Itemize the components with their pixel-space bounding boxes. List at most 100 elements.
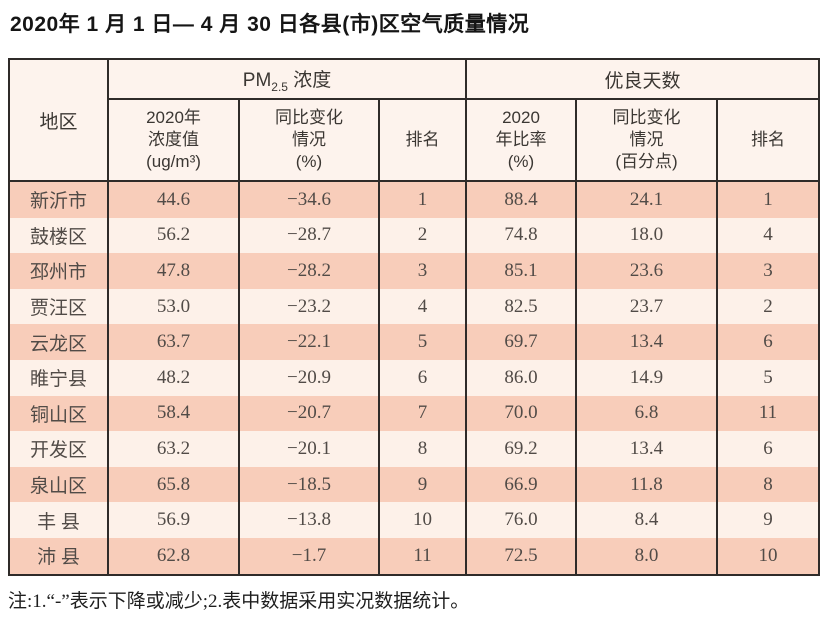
cell-days_rank: 2 <box>715 288 821 325</box>
cell-pm25_rank: 1 <box>378 181 467 218</box>
cell-pm25: 44.6 <box>107 181 240 218</box>
cell-pm25_rank: 3 <box>378 253 467 289</box>
col-header-pm-rank: 排名 <box>378 98 467 182</box>
table-row: 丰 县 56.9 −13.8 10 76.0 8.4 9 <box>8 502 821 538</box>
cell-region: 云龙区 <box>8 324 109 360</box>
cell-pm25_change: −28.7 <box>238 217 380 254</box>
cell-ratio: 70.0 <box>465 395 577 432</box>
cell-pm25_change: −22.1 <box>238 324 380 360</box>
cell-days_rank: 3 <box>715 253 821 289</box>
cell-region: 贾汪区 <box>8 288 109 325</box>
cell-ratio: 85.1 <box>465 253 577 289</box>
col-header-pm-change: 同比变化 情况 (%) <box>238 98 380 182</box>
cell-pm25_change: −18.5 <box>238 466 380 503</box>
cell-ratio: 82.5 <box>465 288 577 325</box>
cell-pm25: 48.2 <box>107 359 240 396</box>
cell-pm25_rank: 10 <box>378 502 467 538</box>
cell-pm25_change: −34.6 <box>238 181 380 218</box>
cell-pm25_change: −1.7 <box>238 537 380 575</box>
table-row: 贾汪区 53.0 −23.2 4 82.5 23.7 2 <box>8 288 821 325</box>
col-header-pm-value: 2020年 浓度值 (ug/m³) <box>107 98 240 182</box>
cell-days_rank: 11 <box>715 395 821 432</box>
pm25-label-subscript: 2.5 <box>271 79 288 94</box>
col-header-good-ratio: 2020 年比率 (%) <box>465 98 577 182</box>
cell-days_rank: 6 <box>715 431 821 467</box>
pm25-label-prefix: PM <box>242 69 272 91</box>
cell-ratio_change: 18.0 <box>575 217 718 254</box>
cell-pm25: 53.0 <box>107 288 240 325</box>
cell-pm25_change: −20.7 <box>238 395 380 432</box>
cell-days_rank: 1 <box>715 181 821 218</box>
table-header: 地区 PM2.5 浓度 优良天数 2020年 浓度值 (ug/m³) 同比变化 … <box>8 58 821 182</box>
cell-ratio_change: 14.9 <box>575 359 718 396</box>
cell-pm25_rank: 8 <box>378 431 467 467</box>
cell-pm25_rank: 9 <box>378 466 467 503</box>
cell-pm25_change: −23.2 <box>238 288 380 325</box>
air-quality-table: 地区 PM2.5 浓度 优良天数 2020年 浓度值 (ug/m³) 同比变化 … <box>8 58 821 576</box>
cell-days_rank: 4 <box>715 217 821 254</box>
footnote: 注:1.“-”表示下降或减少;2.表中数据采用实况数据统计。 <box>8 591 470 612</box>
cell-pm25_rank: 2 <box>378 217 467 254</box>
cell-ratio_change: 13.4 <box>575 324 718 360</box>
cell-ratio_change: 23.7 <box>575 288 718 325</box>
table-row: 泉山区 65.8 −18.5 9 66.9 11.8 8 <box>8 466 821 503</box>
table-row: 邳州市 47.8 −28.2 3 85.1 23.6 3 <box>8 253 821 289</box>
table-row: 睢宁县 48.2 −20.9 6 86.0 14.9 5 <box>8 359 821 396</box>
cell-region: 丰 县 <box>8 502 109 538</box>
cell-pm25_rank: 11 <box>378 537 467 575</box>
cell-ratio_change: 8.0 <box>575 537 718 575</box>
cell-ratio: 72.5 <box>465 537 577 575</box>
cell-pm25: 65.8 <box>107 466 240 503</box>
cell-pm25: 63.2 <box>107 431 240 467</box>
cell-pm25_rank: 7 <box>378 395 467 432</box>
col-header-region: 地区 <box>8 58 109 182</box>
cell-days_rank: 5 <box>715 359 821 396</box>
cell-ratio: 86.0 <box>465 359 577 396</box>
col-header-good-rank: 排名 <box>715 98 821 182</box>
cell-days_rank: 10 <box>715 537 821 575</box>
cell-ratio_change: 23.6 <box>575 253 718 289</box>
cell-pm25_change: −20.1 <box>238 431 380 467</box>
cell-region: 泉山区 <box>8 466 109 503</box>
cell-ratio_change: 8.4 <box>575 502 718 538</box>
col-group-good-days: 优良天数 <box>464 58 821 100</box>
cell-region: 邳州市 <box>8 253 109 289</box>
table-row: 沛 县 62.8 −1.7 11 72.5 8.0 10 <box>8 537 821 575</box>
table-row: 开发区 63.2 −20.1 8 69.2 13.4 6 <box>8 431 821 467</box>
cell-ratio: 88.4 <box>465 181 577 218</box>
cell-pm25: 58.4 <box>107 395 240 432</box>
cell-ratio_change: 11.8 <box>575 466 718 503</box>
cell-pm25_change: −20.9 <box>238 359 380 396</box>
col-header-good-change: 同比变化 情况 (百分点) <box>575 98 718 182</box>
cell-pm25_change: −13.8 <box>238 502 380 538</box>
cell-ratio: 76.0 <box>465 502 577 538</box>
cell-pm25: 56.2 <box>107 217 240 254</box>
cell-ratio: 66.9 <box>465 466 577 503</box>
cell-region: 睢宁县 <box>8 359 109 396</box>
cell-days_rank: 8 <box>715 466 821 503</box>
table-body: 新沂市 44.6 −34.6 1 88.4 24.1 1 鼓楼区 56.2 −28.7 2 74.8 1… <box>8 181 821 575</box>
cell-pm25_rank: 5 <box>378 324 467 360</box>
table-row: 铜山区 58.4 −20.7 7 70.0 6.8 11 <box>8 395 821 432</box>
table-row: 鼓楼区 56.2 −28.7 2 74.8 18.0 4 <box>8 217 821 254</box>
cell-pm25_rank: 4 <box>378 288 467 325</box>
cell-region: 新沂市 <box>8 181 109 218</box>
col-group-pm25: PM2.5 浓度 <box>107 58 467 100</box>
cell-ratio: 69.7 <box>465 324 577 360</box>
cell-pm25: 56.9 <box>107 502 240 538</box>
pm25-label-suffix: 浓度 <box>287 69 332 91</box>
cell-region: 开发区 <box>8 431 109 467</box>
cell-ratio: 69.2 <box>465 431 577 467</box>
cell-pm25: 62.8 <box>107 537 240 575</box>
table-row: 云龙区 63.7 −22.1 5 69.7 13.4 6 <box>8 324 821 360</box>
cell-pm25: 47.8 <box>107 253 240 289</box>
cell-region: 鼓楼区 <box>8 217 109 254</box>
cell-ratio_change: 6.8 <box>575 395 718 432</box>
page-title: 2020年 1 月 1 日— 4 月 30 日各县(市)区空气质量情况 <box>10 13 530 36</box>
cell-ratio: 74.8 <box>465 217 577 254</box>
cell-ratio_change: 24.1 <box>575 181 718 218</box>
cell-ratio_change: 13.4 <box>575 431 718 467</box>
cell-days_rank: 6 <box>715 324 821 360</box>
table-row: 新沂市 44.6 −34.6 1 88.4 24.1 1 <box>8 181 821 218</box>
cell-pm25_rank: 6 <box>378 359 467 396</box>
